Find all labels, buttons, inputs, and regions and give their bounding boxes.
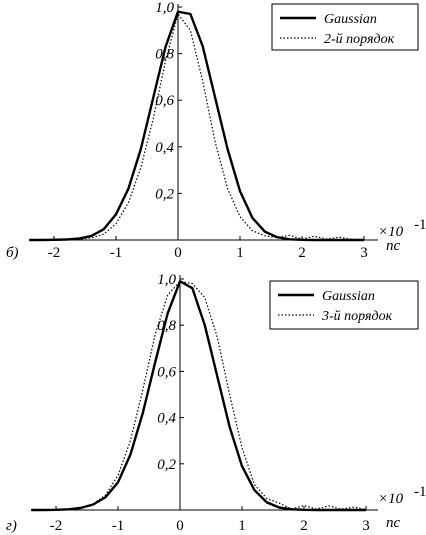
y-tick-label: 0,4 [157,411,176,427]
legend-box [271,3,419,51]
y-tick-label: 1,0 [155,0,174,16]
panel-label: г) [6,518,17,534]
legend-entry-label: Gaussian [324,12,377,27]
legend: Gaussian 2-й порядок [271,3,419,51]
x-unit-label: пс [386,238,401,254]
y-tick-label: 0,8 [157,318,176,334]
x-tick-label: 2 [300,518,308,534]
x-tick-label: -1 [112,518,125,534]
x-tick-label: 3 [360,245,368,261]
x-tick-label: 1 [238,518,246,534]
legend-entry-label: Gaussian [322,289,375,304]
legend-entry-label: 2-й порядок [324,32,395,47]
y-tick-label: 0,6 [157,364,176,380]
x-tick-label: 2 [298,245,306,261]
panel-label: б) [6,245,19,261]
x-tick-label: 3 [362,518,370,534]
y-tick-label: 0,6 [155,93,174,109]
panel-g: -2 -1 0 1 2 3 0,2 0,4 0,6 0,8 1,0 г) ×10 -13 пс Gaussia… [6,272,426,534]
x-tick-label: -2 [50,518,63,534]
series-line-order [29,13,365,241]
legend-entry-label: 3-й порядок [321,309,393,324]
x-tick-label: -2 [48,245,61,261]
legend: Gaussian 3-й порядок [269,280,419,330]
y-tick-label: 0,2 [157,457,176,473]
y-tick-label: 1,0 [157,272,176,288]
series-line-gaussian [29,10,364,242]
y-tick-label: 0,4 [155,140,174,156]
x-tick-label: -1 [110,245,123,261]
legend-box [269,280,419,330]
x-scale-exponent: -13 [414,217,426,233]
series-line-order [31,280,367,511]
x-scale-label: ×10 [378,224,404,240]
x-tick-label: 0 [176,518,184,534]
x-tick-label: 1 [236,245,244,261]
x-unit-label: пс [386,515,401,531]
x-tick-label: 0 [174,245,182,261]
panel-b: -2-101230,20,40,60,81,0б)×10-13псGaussia… [6,0,426,261]
x-scale-label: ×10 [378,491,404,507]
y-tick-label: 0,2 [155,186,174,202]
x-scale-exponent: -13 [414,484,426,500]
